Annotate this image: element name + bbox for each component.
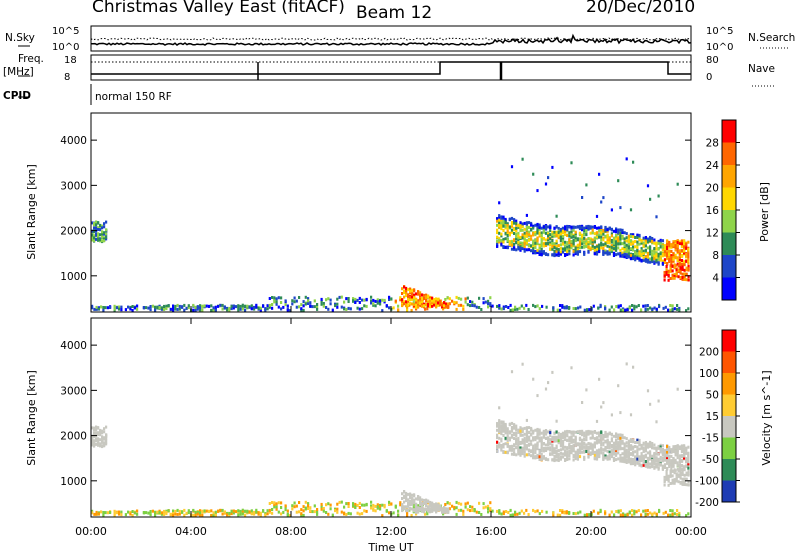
colorbar-segment: [722, 210, 736, 233]
nsky-label: N.Sky: [5, 32, 35, 44]
colorbar-segment: [722, 165, 736, 188]
colorbar-tick-label: -200: [695, 497, 719, 509]
velocity-data-pixels: [91, 362, 690, 518]
colorbar-tick-label: 50: [706, 390, 719, 402]
x-tick-label: 08:00: [275, 525, 307, 538]
y-tick-label: 1000: [60, 476, 87, 488]
beam-label: Beam 12: [356, 3, 433, 23]
nsearch-tick-bottom: 10^0: [706, 42, 733, 53]
colorbar-segment: [722, 232, 736, 255]
colorbar-segment: [722, 187, 736, 210]
x-tick-label: 20:00: [575, 525, 607, 538]
colorbar-segment: [722, 330, 736, 352]
power-cbar-label: Power [dB]: [758, 182, 771, 242]
y-tick-label: 1000: [60, 271, 87, 283]
colorbar-tick-label: -15: [702, 433, 719, 445]
colorbar-tick-label: 28: [706, 138, 719, 150]
velocity-colorbar: 200 100 50 15 -15 -50 -100 -200: [695, 329, 740, 509]
nsky-tick-top: 10^5: [52, 26, 79, 37]
colorbar-segment: [722, 277, 736, 300]
xlabel: Time UT: [367, 541, 413, 554]
colorbar-tick-label: 24: [706, 160, 720, 172]
colorbar-tick-label: 15: [706, 411, 719, 423]
nave-tick-top: 80: [706, 55, 719, 66]
y-tick-label: 4000: [60, 340, 87, 352]
y-tick-label: 2000: [60, 431, 87, 443]
freq-panel: 18 8 80 0: [18, 54, 775, 87]
cpid-label: CPID: [3, 90, 32, 102]
power-ylabel: Slant Range [km]: [25, 164, 38, 260]
nsearch-tick-top: 10^5: [706, 26, 733, 37]
colorbar-segment: [722, 416, 736, 438]
power-panel: 1000 2000 3000 4000 Slant Range [km] 4 8 12 16…: [25, 112, 771, 313]
freq-trace: [91, 61, 691, 75]
nsky-trace: [91, 33, 692, 46]
colorbar-segment: [722, 255, 736, 278]
colorbar-segment: [722, 480, 736, 502]
x-tick-label: 04:00: [175, 525, 207, 538]
colorbar-tick-label: 200: [699, 347, 719, 359]
nave-tick-bottom: 0: [706, 72, 712, 83]
freq-label: Freq.: [18, 53, 44, 65]
freq-tick-bottom: 8: [64, 72, 70, 83]
colorbar-tick-label: 12: [706, 228, 719, 240]
colorbar-segment: [722, 394, 736, 416]
y-tick-label: 2000: [60, 226, 87, 238]
freq-tick-top: 18: [64, 55, 77, 66]
power-colorbar: 4 8 12 16 20 24 28: [706, 119, 740, 301]
colorbar-segment: [722, 120, 736, 143]
colorbar-tick-label: 4: [712, 273, 719, 285]
y-tick-label: 4000: [60, 135, 87, 147]
colorbar-tick-label: 20: [706, 183, 719, 195]
colorbar-segment: [722, 351, 736, 373]
colorbar-segment: [722, 142, 736, 165]
colorbar-segment: [722, 373, 736, 395]
nsky-panel: 10^5 10^0 10^5 10^0: [18, 25, 790, 53]
x-tick-label: 12:00: [375, 525, 407, 538]
velocity-cbar-label: Velocity [m s^-1]: [760, 370, 773, 465]
colorbar-tick-label: 8: [712, 250, 719, 262]
nsearch-label: N.Search: [748, 32, 796, 44]
colorbar-tick-label: 16: [706, 205, 720, 217]
date-label: 20/Dec/2010: [586, 0, 696, 17]
velocity-ylabel: Slant Range [km]: [25, 370, 38, 466]
y-tick-label: 3000: [60, 180, 87, 192]
y-tick-label: 3000: [60, 385, 87, 397]
freq-unit: [MHz]: [3, 66, 34, 78]
colorbar-segment: [722, 459, 736, 481]
x-tick-label: 00:00: [675, 525, 707, 538]
velocity-panel: 1000 2000 3000 4000 Slant Range [km] 200 100…: [25, 306, 773, 554]
nsearch-trace: [90, 37, 692, 41]
colorbar-tick-label: -50: [702, 454, 719, 466]
colorbar-tick-label: 100: [699, 368, 719, 380]
colorbar-tick-label: -100: [695, 476, 719, 488]
nave-label: Nave: [748, 63, 775, 75]
colorbar-segment: [722, 437, 736, 459]
x-tick-label: 16:00: [475, 525, 507, 538]
cpid-value: normal 150 RF: [95, 91, 172, 103]
station-title: Christmas Valley East (fitACF): [92, 0, 345, 17]
nsky-tick-bottom: 10^0: [52, 42, 79, 53]
x-tick-label: 00:00: [75, 525, 107, 538]
power-data-pixels: [91, 157, 690, 313]
